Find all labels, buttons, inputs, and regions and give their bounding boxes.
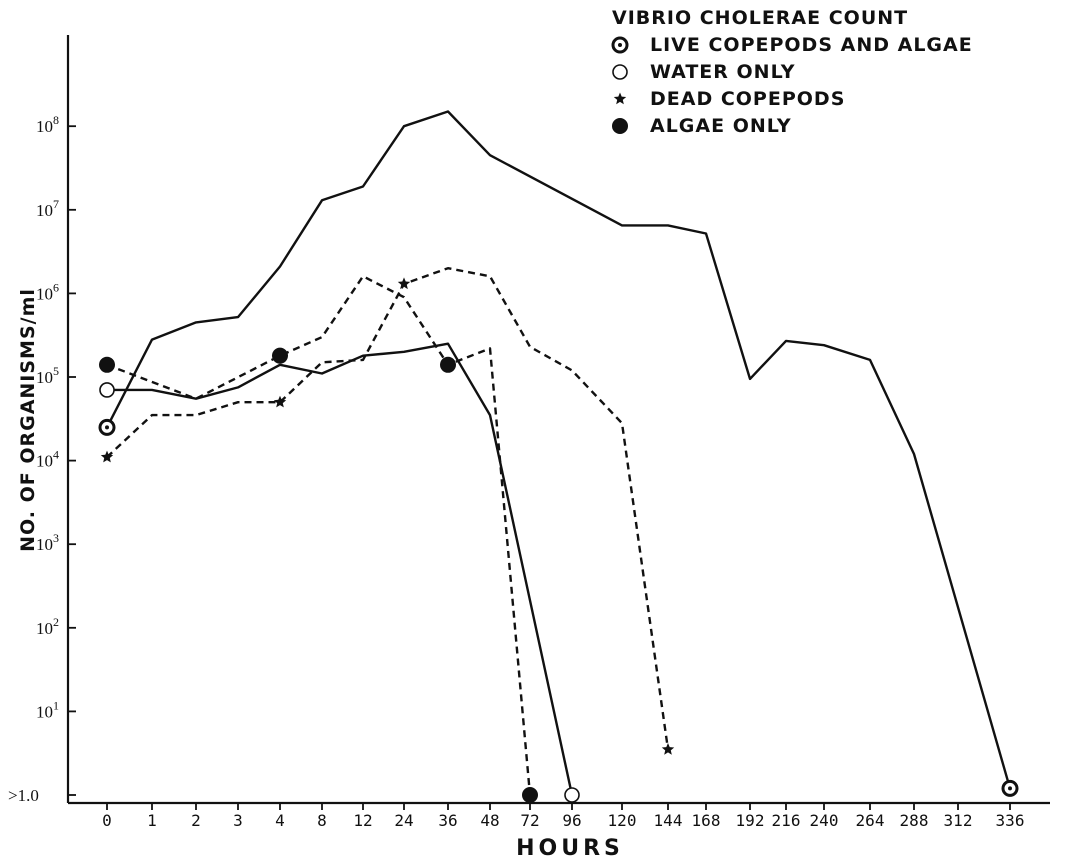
y-tick-label: 107 xyxy=(36,197,59,220)
series-line-algae-only xyxy=(106,275,532,796)
legend-entry: DEAD COPEPODS xyxy=(613,88,845,110)
x-tick-label: 48 xyxy=(480,811,499,830)
axes xyxy=(66,35,1050,805)
x-tick-label: 1 xyxy=(147,811,157,830)
y-tick-label: 106 xyxy=(36,280,59,303)
x-ticks: 0 1 2 3 4 8 12 24 36 48 72 96 120 144 168 192 216 240 264 2… xyxy=(102,803,1024,830)
legend-title: VIBRIO CHOLERAE COUNT xyxy=(612,7,908,29)
series-line-water-only xyxy=(107,342,574,796)
star-marker xyxy=(661,743,675,755)
x-tick-label: 192 xyxy=(736,811,765,830)
y-axis-label: NO. OF ORGANISMS/ml xyxy=(17,288,39,552)
y-tick-label: 101 xyxy=(36,698,59,721)
y-tick-label: 102 xyxy=(36,615,59,638)
series-line-dead-copepods xyxy=(106,267,670,750)
x-tick-label: 240 xyxy=(810,811,839,830)
x-tick-label: 24 xyxy=(394,811,413,830)
y-tick-exponent: 1 xyxy=(53,698,59,712)
x-tick-label: 120 xyxy=(608,811,637,830)
x-tick-label: 0 xyxy=(102,811,112,830)
x-tick-label: 336 xyxy=(996,811,1025,830)
x-tick-label: 3 xyxy=(233,811,243,830)
y-tick-exponent: 5 xyxy=(53,364,59,378)
y-tick-label: >1.0 xyxy=(8,786,39,805)
star-marker xyxy=(273,395,287,408)
series-line-live-copepods-and-algae xyxy=(105,110,1012,789)
x-tick-label: 288 xyxy=(900,811,929,830)
dotted-circle-dot xyxy=(1008,786,1012,791)
x-tick-label: 12 xyxy=(353,811,372,830)
y-tick-exponent: 7 xyxy=(53,197,59,211)
y-tick-exponent: 4 xyxy=(53,448,59,462)
open-circle-marker xyxy=(612,64,628,80)
y-tick-exponent: 6 xyxy=(53,280,59,294)
star-marker xyxy=(613,92,627,105)
legend-entry-label: ALGAE ONLY xyxy=(650,115,792,137)
star-marker xyxy=(100,450,114,463)
y-tick-exponent: 8 xyxy=(53,113,59,127)
dotted-circle-dot xyxy=(105,425,109,430)
open-circle-marker xyxy=(99,382,115,398)
y-tick-label: 105 xyxy=(36,364,59,387)
y-tick-exponent: 3 xyxy=(53,531,59,545)
filled-circle-marker xyxy=(612,118,628,134)
filled-circle-marker xyxy=(99,356,115,373)
y-tick-exponent: 2 xyxy=(53,615,59,629)
filled-circle-marker xyxy=(272,347,288,364)
x-tick-label: 36 xyxy=(438,811,457,830)
x-axis-label: HOURS xyxy=(516,836,624,860)
x-tick-label: 216 xyxy=(772,811,801,830)
open-circle-marker xyxy=(564,787,580,803)
legend-entries: LIVE COPEPODS AND ALGAE WATER ONLY DEAD CO… xyxy=(611,34,973,137)
x-tick-label: 72 xyxy=(520,811,539,830)
x-tick-label: 2 xyxy=(191,811,201,830)
x-tick-label: 4 xyxy=(275,811,285,830)
legend-entry-label: DEAD COPEPODS xyxy=(650,88,845,110)
dotted-circle-dot xyxy=(618,43,622,47)
x-tick-label: 96 xyxy=(562,811,581,830)
markers-group xyxy=(98,277,1019,803)
x-tick-label: 8 xyxy=(317,811,327,830)
legend: VIBRIO CHOLERAE COUNT LIVE COPEPODS AND … xyxy=(611,7,973,137)
x-tick-label: 168 xyxy=(692,811,721,830)
x-tick-label: 144 xyxy=(654,811,683,830)
legend-entry: ALGAE ONLY xyxy=(612,115,792,137)
dotted-circle-marker xyxy=(611,36,629,54)
filled-circle-marker xyxy=(440,356,456,373)
dotted-circle-marker xyxy=(1001,779,1019,797)
legend-entry: WATER ONLY xyxy=(612,61,795,83)
x-tick-label: 264 xyxy=(856,811,885,830)
star-marker xyxy=(397,277,411,290)
y-tick-label: 108 xyxy=(36,113,59,136)
legend-entry-label: LIVE COPEPODS AND ALGAE xyxy=(650,34,973,56)
dotted-circle-marker xyxy=(98,418,116,436)
legend-entry: LIVE COPEPODS AND ALGAE xyxy=(611,34,973,56)
legend-entry-label: WATER ONLY xyxy=(650,61,795,83)
series-group xyxy=(105,110,1012,796)
y-tick-label: 104 xyxy=(36,448,59,471)
y-tick-label: 103 xyxy=(36,531,59,554)
filled-circle-marker xyxy=(522,787,538,803)
x-tick-label: 312 xyxy=(944,811,973,830)
